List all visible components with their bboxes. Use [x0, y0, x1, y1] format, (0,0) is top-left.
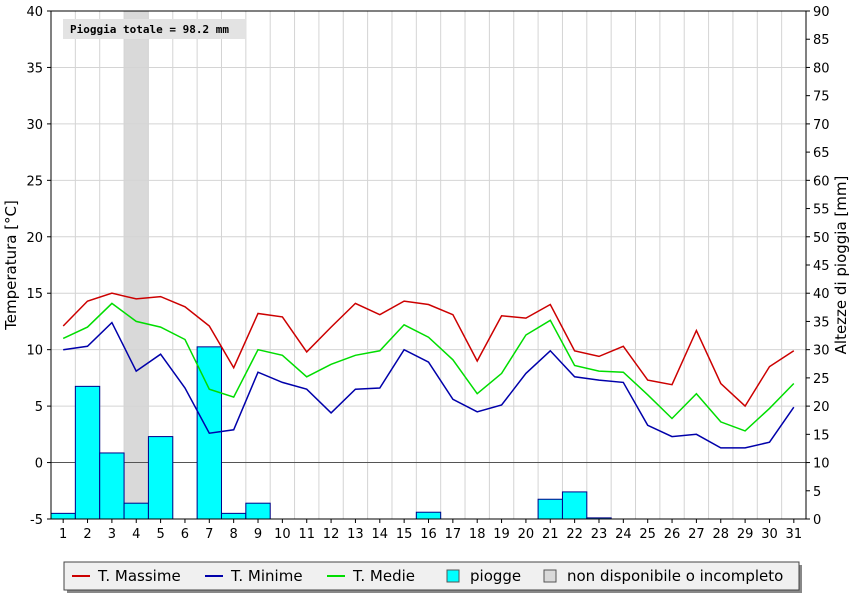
legend-marker-box — [543, 569, 557, 583]
x-tick-label: 17 — [445, 527, 462, 542]
x-tick-label: 4 — [132, 527, 140, 542]
y-right-tick-label: 35 — [813, 315, 830, 330]
rain-bar — [415, 511, 442, 520]
x-tick-label: 24 — [615, 527, 632, 542]
x-tick-label: 26 — [664, 527, 681, 542]
rain-bar — [123, 502, 149, 520]
unavailable-band — [124, 11, 149, 519]
annotation: Pioggia totale = 98.2 mm — [63, 19, 245, 39]
y-left-tick-label: 15 — [26, 287, 43, 302]
x-tick-label: 16 — [420, 527, 437, 542]
x-tick-label: 7 — [205, 527, 213, 542]
x-tick-label: 9 — [254, 527, 262, 542]
y-left-tick-label: 35 — [26, 61, 43, 76]
y-right-tick-label: 65 — [813, 146, 830, 161]
rain-bar — [245, 502, 271, 520]
legend-label: T. Massime — [97, 567, 181, 585]
y-left-tick-label: 25 — [26, 174, 43, 189]
y-right-tick-label: 30 — [813, 344, 830, 359]
y-left-tick-label: 0 — [35, 457, 43, 472]
y-axis-left-title: Temperatura [°C] — [2, 200, 20, 331]
y-right-tick-label: 25 — [813, 372, 830, 387]
y-right-tick-label: 50 — [813, 231, 830, 246]
y-left-tick-label: 20 — [26, 231, 43, 246]
x-tick-label: 25 — [639, 527, 656, 542]
legend-label: T. Medie — [352, 567, 415, 585]
rain-bar — [147, 436, 174, 520]
y-left-tick-label: 40 — [26, 5, 43, 20]
y-right-tick-label: 75 — [813, 90, 830, 105]
x-tick-label: 15 — [396, 527, 413, 542]
grid — [50, 10, 807, 520]
x-tick-label: 29 — [737, 527, 754, 542]
axes: -505101520253035400510152025303540455055… — [26, 5, 829, 542]
y-left-tick-label: 10 — [26, 344, 43, 359]
y-right-tick-label: 60 — [813, 174, 830, 189]
y-right-tick-label: 20 — [813, 400, 830, 415]
rain-bar — [561, 491, 588, 520]
legend-label: T. Minime — [230, 567, 303, 585]
x-tick-label: 6 — [181, 527, 189, 542]
x-tick-label: 27 — [688, 527, 705, 542]
y-right-tick-label: 80 — [813, 61, 830, 76]
y-right-tick-label: 0 — [813, 513, 821, 528]
x-tick-label: 23 — [591, 527, 608, 542]
rain-bar — [74, 385, 101, 520]
y-left-tick-label: 5 — [35, 400, 43, 415]
x-tick-label: 18 — [469, 527, 486, 542]
x-tick-label: 22 — [566, 527, 583, 542]
x-tick-label: 11 — [298, 527, 315, 542]
series-line — [63, 321, 795, 449]
x-tick-label: 14 — [372, 527, 389, 542]
y-right-tick-label: 45 — [813, 259, 830, 274]
y-right-tick-label: 85 — [813, 33, 830, 48]
x-tick-label: 30 — [761, 527, 778, 542]
rain-bar — [99, 452, 125, 520]
y-left-tick-label: -5 — [30, 513, 43, 528]
series-line — [62, 292, 795, 408]
annotation-box — [63, 19, 245, 39]
series-line — [62, 302, 795, 432]
temperature-lines — [62, 292, 795, 449]
legend: T. Massime T. Minime T. Medie piogge non dis… — [63, 561, 802, 593]
x-tick-label: 13 — [347, 527, 364, 542]
x-tick-label: 2 — [83, 527, 91, 542]
total-rain-annotation: Pioggia totale = 98.2 mm — [70, 23, 229, 36]
y-right-tick-label: 15 — [813, 428, 830, 443]
y-right-tick-label: 70 — [813, 118, 830, 133]
y-right-tick-label: 5 — [813, 485, 821, 500]
x-tick-label: 21 — [542, 527, 559, 542]
legend-marker-box — [446, 569, 460, 583]
x-tick-label: 5 — [156, 527, 164, 542]
x-tick-label: 3 — [108, 527, 116, 542]
rain-bar — [50, 512, 76, 520]
legend-box — [63, 561, 800, 591]
x-tick-label: 20 — [518, 527, 535, 542]
x-tick-label: 28 — [712, 527, 729, 542]
y-right-tick-label: 10 — [813, 457, 830, 472]
x-tick-label: 12 — [323, 527, 340, 542]
y-right-tick-label: 55 — [813, 203, 830, 218]
y-left-tick-label: 30 — [26, 118, 43, 133]
x-tick-label: 10 — [274, 527, 291, 542]
rain-bar — [537, 498, 563, 520]
y-axis-right-title: Altezze di pioggia [mm] — [832, 176, 850, 355]
legend-label: piogge — [470, 567, 521, 585]
x-tick-label: 31 — [786, 527, 803, 542]
plot-area — [51, 11, 806, 519]
x-tick-label: 19 — [493, 527, 510, 542]
y-right-tick-label: 40 — [813, 287, 830, 302]
legend-label: non disponibile o incompleto — [567, 567, 783, 585]
rain-bar — [220, 512, 247, 520]
x-tick-label: 8 — [230, 527, 238, 542]
x-tick-label: 1 — [59, 527, 67, 542]
y-right-tick-label: 90 — [813, 5, 830, 20]
